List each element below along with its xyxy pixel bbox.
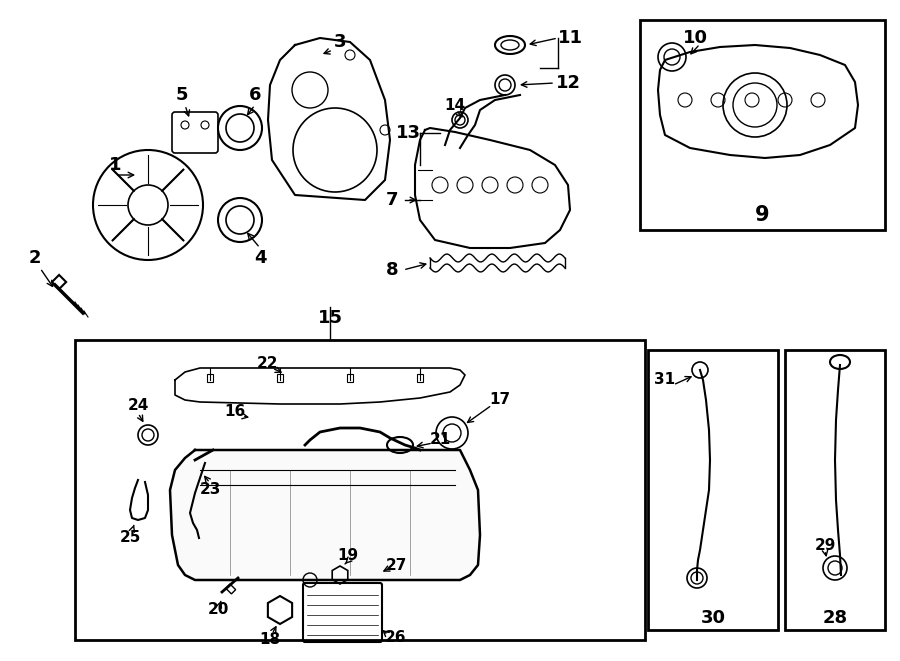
Bar	[347, 374, 353, 382]
Text: 29: 29	[814, 537, 836, 553]
Text: 16: 16	[224, 405, 246, 420]
Bar	[648, 350, 778, 630]
Text: 13: 13	[395, 124, 420, 142]
Text: 27: 27	[385, 557, 407, 572]
Bar	[417, 374, 423, 382]
Text: 15: 15	[318, 309, 343, 327]
Text: 14: 14	[445, 98, 465, 112]
Text: 9: 9	[755, 205, 770, 225]
Text: 11: 11	[557, 29, 582, 47]
Text: 30: 30	[700, 609, 725, 627]
Text: 6: 6	[248, 86, 261, 104]
Text: 31: 31	[654, 373, 676, 387]
Text: 22: 22	[257, 356, 279, 371]
Bar	[226, 584, 236, 594]
Text: 21: 21	[429, 432, 451, 447]
Bar	[207, 374, 213, 382]
Text: 26: 26	[384, 631, 406, 646]
Text: 17: 17	[490, 393, 510, 407]
Bar	[785, 350, 885, 630]
Text: 3: 3	[334, 33, 346, 51]
Bar	[52, 275, 66, 289]
Polygon shape	[170, 450, 480, 580]
Text: 4: 4	[254, 249, 266, 267]
Text: 25: 25	[120, 531, 140, 545]
Text: 10: 10	[682, 29, 707, 47]
Text: 23: 23	[199, 483, 220, 498]
Text: 2: 2	[29, 249, 41, 267]
Text: 7: 7	[386, 191, 398, 209]
Text: 24: 24	[127, 397, 148, 412]
Text: 8: 8	[386, 261, 399, 279]
Text: 5: 5	[176, 86, 188, 104]
Bar	[75, 340, 645, 640]
Text: 1: 1	[109, 156, 122, 174]
Text: 28: 28	[823, 609, 848, 627]
Text: 20: 20	[207, 602, 229, 617]
Text: 12: 12	[555, 74, 580, 92]
Text: 18: 18	[259, 633, 281, 648]
Text: 19: 19	[338, 549, 358, 563]
Bar	[640, 20, 885, 230]
Bar	[277, 374, 283, 382]
